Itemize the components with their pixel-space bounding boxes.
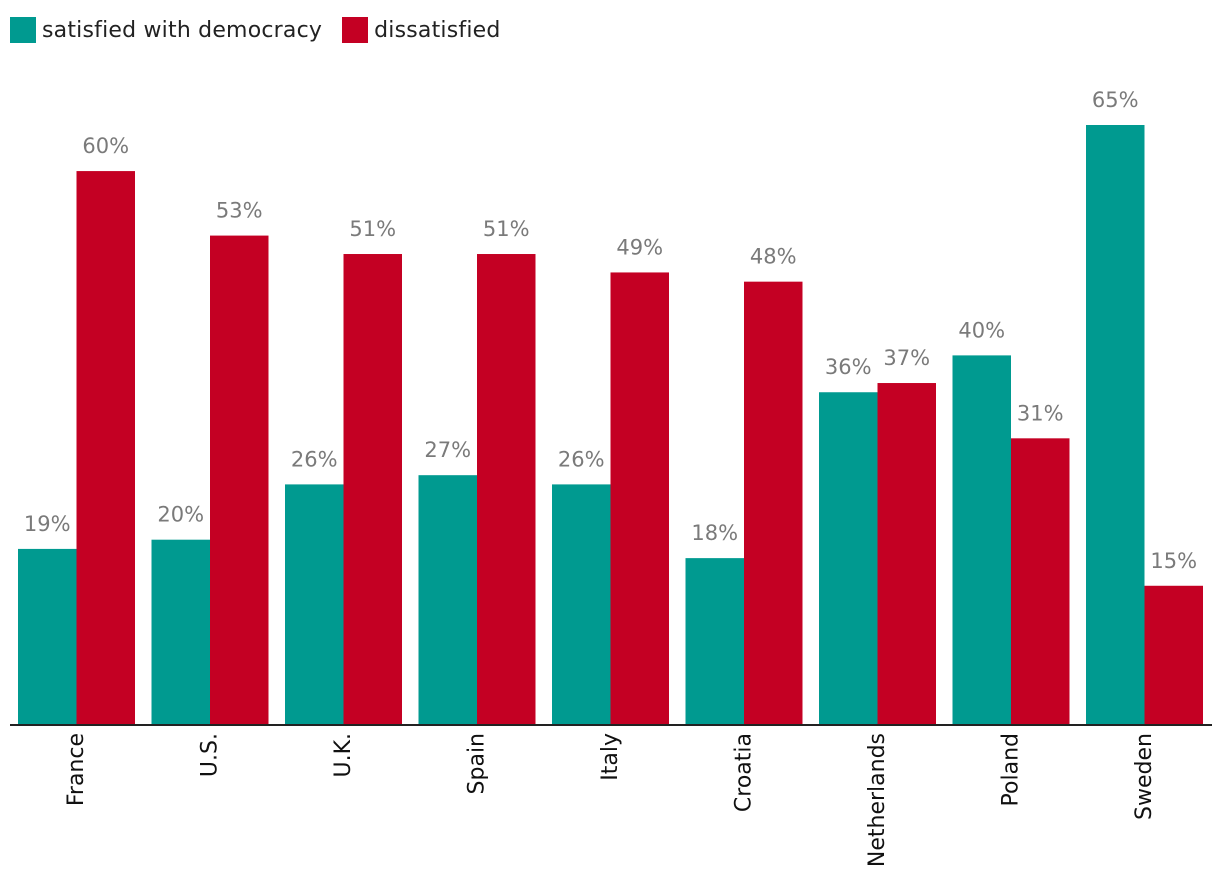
- bar-spain-dissatisfied: [477, 254, 536, 724]
- bar-poland-satisfied: [952, 355, 1011, 724]
- data-label-sweden-dissatisfied: 15%: [1150, 549, 1197, 573]
- legend-item-satisfied: satisfied with democracy: [10, 17, 322, 43]
- bar-u-s-satisfied: [151, 539, 210, 724]
- data-label-u-k-dissatisfied: 51%: [349, 217, 396, 241]
- data-label-france-dissatisfied: 60%: [82, 134, 129, 158]
- bar-italy-satisfied: [552, 484, 611, 724]
- legend-label-dissatisfied: dissatisfied: [374, 17, 501, 43]
- data-label-sweden-satisfied: 65%: [1092, 88, 1139, 112]
- data-label-croatia-dissatisfied: 48%: [750, 245, 797, 269]
- data-label-u-k-satisfied: 26%: [291, 447, 338, 471]
- bar-france-satisfied: [18, 548, 77, 724]
- legend-item-dissatisfied: dissatisfied: [342, 17, 500, 43]
- x-tick-label-italy: Italy: [598, 733, 623, 781]
- bar-france-dissatisfied: [76, 171, 135, 725]
- data-label-italy-satisfied: 26%: [558, 447, 605, 471]
- bar-netherlands-satisfied: [819, 392, 878, 724]
- data-label-spain-satisfied: 27%: [424, 438, 471, 462]
- data-label-poland-satisfied: 40%: [958, 318, 1005, 342]
- x-tick-label-croatia: Croatia: [732, 733, 757, 812]
- x-tick-label-u-s: U.S.: [198, 733, 223, 777]
- data-label-poland-dissatisfied: 31%: [1017, 401, 1064, 425]
- legend-label-satisfied: satisfied with democracy: [42, 17, 323, 43]
- x-tick-label-poland: Poland: [999, 733, 1024, 806]
- bar-croatia-dissatisfied: [744, 281, 803, 724]
- data-label-netherlands-dissatisfied: 37%: [883, 346, 930, 370]
- bar-u-k-satisfied: [285, 484, 344, 724]
- x-tick-label-netherlands: Netherlands: [865, 733, 890, 867]
- bar-u-s-dissatisfied: [210, 235, 269, 725]
- x-tick-label-sweden: Sweden: [1132, 733, 1157, 820]
- x-tick-label-france: France: [64, 733, 89, 806]
- bar-netherlands-dissatisfied: [877, 383, 936, 724]
- bar-sweden-satisfied: [1086, 125, 1145, 724]
- bar-spain-satisfied: [418, 475, 477, 724]
- bar-italy-dissatisfied: [610, 272, 669, 724]
- data-label-italy-dissatisfied: 49%: [616, 235, 663, 259]
- x-tick-label-spain: Spain: [465, 733, 490, 794]
- bar-u-k-dissatisfied: [343, 254, 402, 724]
- data-label-croatia-satisfied: 18%: [691, 521, 738, 545]
- bar-sweden-dissatisfied: [1144, 585, 1203, 724]
- legend: satisfied with democracy dissatisfied: [10, 14, 521, 46]
- bar-poland-dissatisfied: [1011, 438, 1070, 724]
- x-tick-label-u-k: U.K.: [331, 733, 356, 778]
- legend-swatch-satisfied: [10, 17, 36, 43]
- bar-croatia-satisfied: [685, 558, 744, 724]
- data-label-spain-dissatisfied: 51%: [483, 217, 530, 241]
- data-label-france-satisfied: 19%: [24, 512, 71, 536]
- data-label-netherlands-satisfied: 36%: [825, 355, 872, 379]
- legend-swatch-dissatisfied: [342, 17, 369, 43]
- data-label-u-s-dissatisfied: 53%: [216, 199, 263, 223]
- data-label-u-s-satisfied: 20%: [157, 503, 204, 527]
